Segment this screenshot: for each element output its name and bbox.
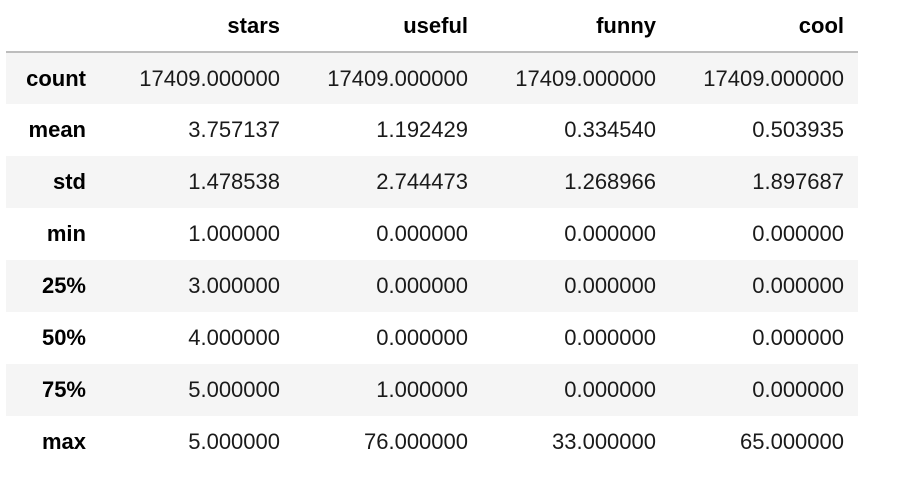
table-cell: 17409.000000: [139, 65, 280, 91]
table-cell: 0.000000: [564, 273, 656, 298]
table-cell: 0.000000: [752, 221, 844, 246]
table-cell: 0.000000: [564, 377, 656, 402]
table-cell: 17409.000000: [515, 65, 656, 91]
row-index: 75%: [41, 377, 86, 402]
table-cell: 33.000000: [552, 429, 656, 454]
table-cell: 0.000000: [752, 273, 844, 298]
index-header: [6, 0, 106, 53]
table-cell: 0.000000: [564, 221, 656, 246]
table-cell: 4.000000: [188, 325, 280, 350]
row-index: max: [41, 429, 86, 454]
table-cell: 0.334540: [564, 117, 656, 142]
table-row: 75% 5.000000 1.000000 0.000000 0.000000: [6, 364, 858, 416]
describe-table: stars useful funny cool count 17409.0000…: [6, 0, 858, 468]
table-cell: 17409.000000: [327, 65, 468, 91]
table-row: 25% 3.000000 0.000000 0.000000 0.000000: [6, 260, 858, 312]
table-row: mean 3.757137 1.192429 0.334540 0.503935: [6, 104, 858, 156]
table-cell: 3.757137: [188, 117, 280, 142]
table-cell: 0.000000: [752, 325, 844, 350]
table-cell: 65.000000: [740, 429, 844, 454]
table-cell: 1.000000: [376, 377, 468, 402]
table-cell: 5.000000: [188, 377, 280, 402]
dataframe-output: stars useful funny cool count 17409.0000…: [6, 0, 858, 468]
table-row: count 17409.000000 17409.000000 17409.00…: [6, 52, 858, 104]
table-cell: 17409.000000: [703, 65, 844, 91]
table-cell: 3.000000: [188, 273, 280, 298]
table-cell: 1.268966: [564, 169, 656, 194]
column-header-cool: cool: [670, 0, 858, 53]
row-index: count: [26, 65, 86, 91]
table-cell: 0.000000: [376, 221, 468, 246]
table-cell: 1.897687: [752, 169, 844, 194]
row-index: std: [53, 169, 86, 194]
table-cell: 1.192429: [376, 117, 468, 142]
row-index: 50%: [41, 325, 86, 350]
header-row: stars useful funny cool: [6, 0, 858, 53]
table-row: 50% 4.000000 0.000000 0.000000 0.000000: [6, 312, 858, 364]
row-index: 25%: [41, 273, 86, 298]
table-cell: 0.000000: [564, 325, 656, 350]
column-header-useful: useful: [294, 0, 482, 53]
table-cell: 0.000000: [752, 377, 844, 402]
table-cell: 0.000000: [376, 273, 468, 298]
table-row: min 1.000000 0.000000 0.000000 0.000000: [6, 208, 858, 260]
table-header: stars useful funny cool: [6, 0, 858, 53]
table-row: std 1.478538 2.744473 1.268966 1.897687: [6, 156, 858, 208]
table-cell: 0.503935: [752, 117, 844, 142]
table-body: count 17409.000000 17409.000000 17409.00…: [6, 52, 858, 468]
table-cell: 5.000000: [188, 429, 280, 454]
row-index: mean: [28, 117, 86, 142]
table-cell: 1.478538: [188, 169, 280, 194]
column-header-funny: funny: [482, 0, 670, 53]
table-cell: 2.744473: [376, 169, 468, 194]
table-cell: 1.000000: [188, 221, 280, 246]
column-header-stars: stars: [106, 0, 294, 53]
table-cell: 76.000000: [364, 429, 468, 454]
table-cell: 0.000000: [376, 325, 468, 350]
table-row: max 5.000000 76.000000 33.000000 65.0000…: [6, 416, 858, 468]
row-index: min: [46, 221, 86, 246]
